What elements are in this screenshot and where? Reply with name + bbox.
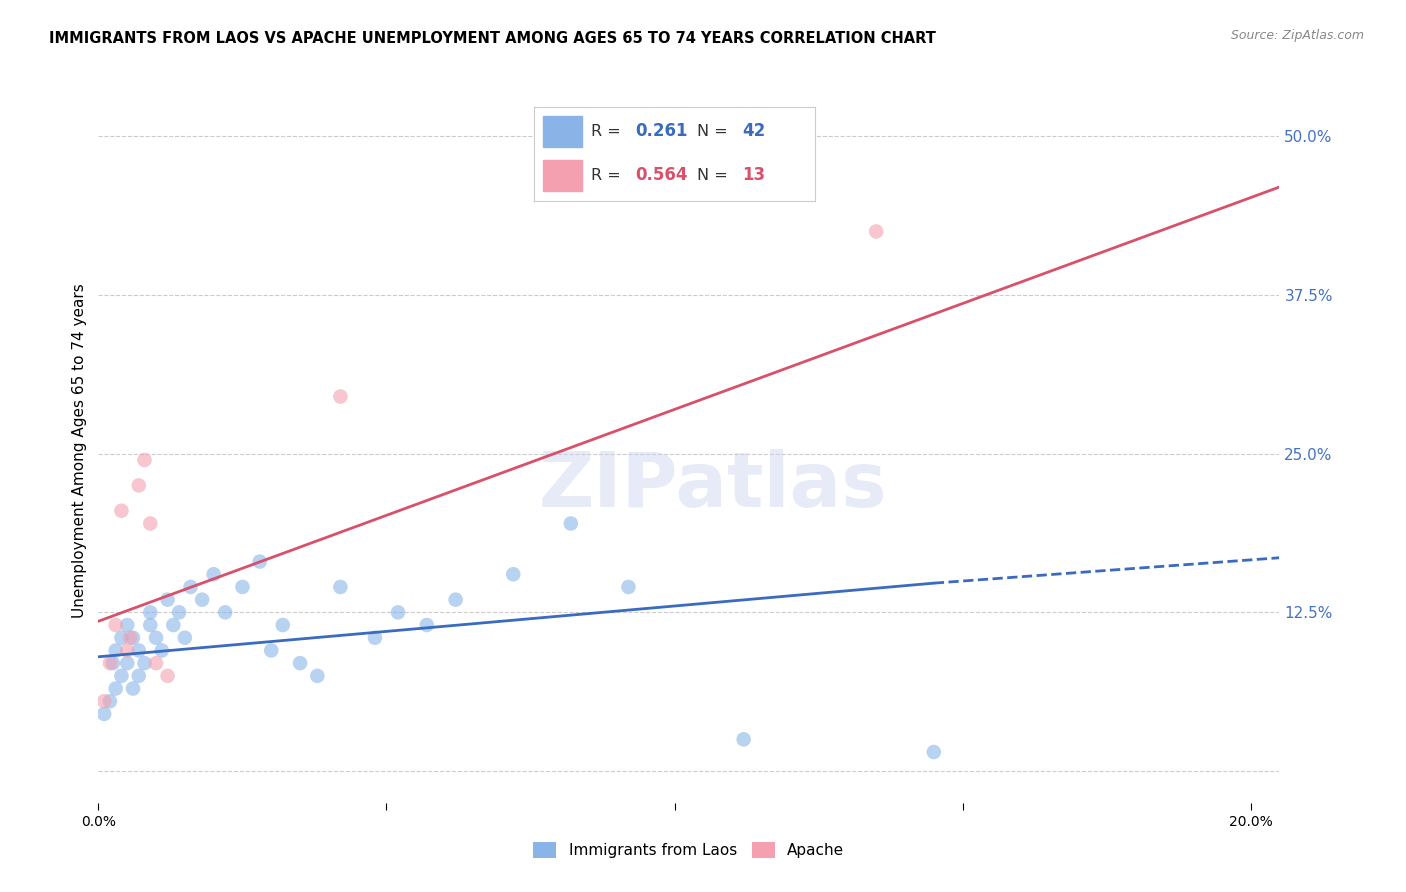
Point	[120, 631, 142, 645]
Text: IMMIGRANTS FROM LAOS VS APACHE UNEMPLOYMENT AMONG AGES 65 TO 74 YEARS CORRELATIO: IMMIGRANTS FROM LAOS VS APACHE UNEMPLOYM…	[49, 31, 936, 46]
Point	[139, 618, 162, 632]
Point	[922, 745, 945, 759]
Point	[560, 516, 582, 531]
Text: 42: 42	[742, 122, 766, 140]
Point	[115, 618, 138, 632]
Point	[191, 592, 214, 607]
Point	[134, 453, 156, 467]
Text: R =: R =	[591, 168, 626, 183]
Text: ZIPatlas: ZIPatlas	[538, 449, 887, 523]
Point	[271, 618, 294, 632]
Point	[202, 567, 225, 582]
Point	[162, 618, 184, 632]
Point	[173, 631, 195, 645]
Point	[110, 669, 132, 683]
Text: N =: N =	[697, 168, 734, 183]
Point	[128, 643, 150, 657]
Point	[104, 681, 127, 696]
Legend: Immigrants from Laos, Apache: Immigrants from Laos, Apache	[526, 834, 852, 865]
Point	[156, 592, 179, 607]
Point	[180, 580, 202, 594]
Point	[231, 580, 253, 594]
Y-axis label: Unemployment Among Ages 65 to 74 years: Unemployment Among Ages 65 to 74 years	[72, 283, 87, 618]
Point	[444, 592, 467, 607]
Point	[110, 504, 132, 518]
Text: 0.261: 0.261	[636, 122, 688, 140]
Point	[104, 643, 127, 657]
Point	[156, 669, 179, 683]
Bar	[543, 161, 582, 191]
Point	[214, 605, 236, 619]
Point	[364, 631, 387, 645]
Point	[115, 643, 138, 657]
Point	[104, 618, 127, 632]
Bar	[543, 116, 582, 147]
Point	[122, 681, 145, 696]
Point	[150, 643, 173, 657]
Point	[865, 224, 887, 238]
Text: 13: 13	[742, 167, 765, 185]
Point	[98, 656, 121, 670]
Point	[145, 656, 167, 670]
Point	[416, 618, 439, 632]
Point	[93, 706, 115, 721]
Point	[115, 656, 138, 670]
Point	[307, 669, 329, 683]
Point	[329, 390, 352, 404]
Point	[139, 516, 162, 531]
Point	[134, 656, 156, 670]
Point	[387, 605, 409, 619]
Text: Source: ZipAtlas.com: Source: ZipAtlas.com	[1230, 29, 1364, 43]
Point	[101, 656, 124, 670]
Point	[617, 580, 640, 594]
Point	[502, 567, 524, 582]
Point	[329, 580, 352, 594]
Point	[145, 631, 167, 645]
Point	[128, 478, 150, 492]
Point	[249, 555, 271, 569]
Point	[122, 631, 145, 645]
Point	[167, 605, 190, 619]
Point	[98, 694, 121, 708]
Text: R =: R =	[591, 124, 626, 139]
Point	[139, 605, 162, 619]
Point	[110, 631, 132, 645]
Text: 0.564: 0.564	[636, 167, 688, 185]
Point	[260, 643, 283, 657]
Point	[288, 656, 311, 670]
Point	[128, 669, 150, 683]
Point	[733, 732, 755, 747]
Text: N =: N =	[697, 124, 734, 139]
Point	[93, 694, 115, 708]
